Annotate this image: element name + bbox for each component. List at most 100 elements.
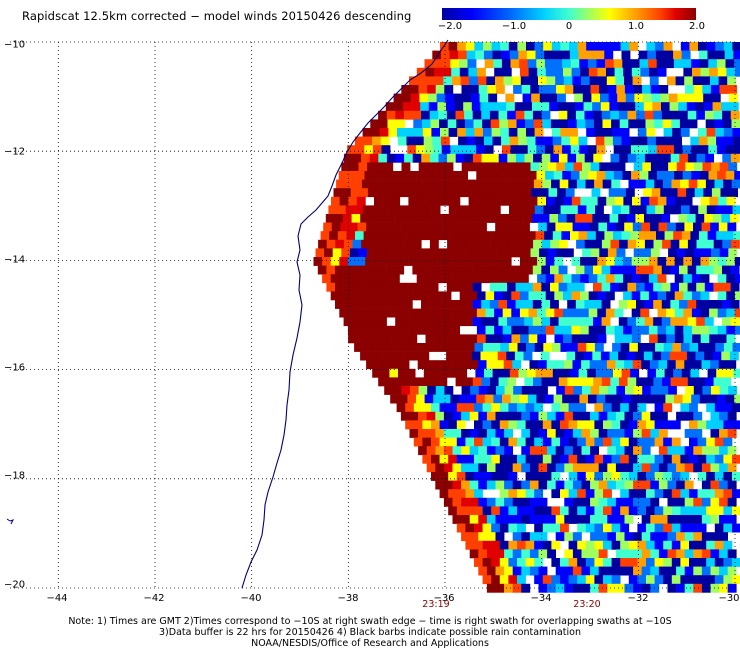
wind-cell	[419, 93, 429, 103]
wind-cell	[361, 153, 370, 163]
wind-cell	[687, 214, 696, 223]
wind-cell	[661, 265, 671, 275]
wind-cell	[438, 300, 448, 309]
wind-cell	[493, 171, 503, 180]
wind-cell	[689, 403, 698, 413]
wind-cell	[726, 291, 736, 301]
wind-cell	[517, 205, 527, 215]
wind-cell	[676, 497, 685, 507]
wind-cell	[502, 274, 512, 284]
wind-cell	[648, 257, 658, 266]
wind-cell	[735, 67, 740, 77]
wind-cell	[627, 317, 637, 327]
wind-cell	[636, 153, 646, 163]
wind-cell	[490, 153, 499, 163]
wind-cell	[508, 540, 518, 550]
wind-cell	[674, 334, 684, 344]
wind-cell	[533, 239, 542, 249]
wind-cell	[653, 239, 663, 249]
wind-cell	[422, 343, 432, 352]
wind-cell	[581, 549, 591, 559]
wind-cell	[529, 411, 539, 421]
wind-cell	[660, 188, 670, 198]
wind-cell	[672, 205, 682, 215]
wind-cell	[631, 274, 641, 284]
wind-cell	[414, 343, 424, 352]
wind-cell	[367, 188, 377, 198]
wind-cell	[719, 446, 728, 456]
wind-cell	[550, 300, 559, 309]
wind-cell	[478, 549, 488, 559]
wind-cell	[716, 136, 725, 146]
wind-cell	[410, 248, 419, 258]
wind-cell	[637, 128, 647, 137]
wind-cell	[451, 334, 461, 344]
wind-cell	[461, 162, 471, 172]
wind-cell	[658, 566, 668, 576]
wind-cell	[449, 368, 459, 378]
wind-cell	[456, 179, 466, 189]
wind-cell	[387, 119, 397, 129]
wind-cell	[499, 540, 509, 550]
wind-cell	[460, 222, 470, 232]
wind-cell	[542, 523, 552, 533]
wind-cell	[504, 411, 513, 421]
wind-cell	[486, 446, 496, 456]
wind-cell	[661, 214, 671, 223]
wind-cell	[577, 403, 587, 413]
wind-cell	[680, 179, 689, 189]
wind-cell	[391, 360, 401, 370]
wind-cell	[502, 67, 512, 77]
wind-cell	[572, 360, 582, 370]
wind-cell	[375, 248, 385, 258]
wind-cell	[413, 420, 423, 430]
wind-cell	[661, 282, 671, 292]
wind-cell	[545, 308, 555, 318]
wind-cell	[544, 145, 554, 155]
wind-cell	[396, 179, 406, 189]
wind-cell	[521, 411, 531, 421]
wind-cell	[480, 351, 490, 361]
wind-cell	[727, 583, 737, 593]
wind-cell	[343, 317, 353, 327]
wind-cell	[734, 291, 740, 301]
wind-cell	[534, 523, 544, 533]
wind-cell	[485, 257, 495, 266]
wind-cell	[693, 85, 703, 94]
wind-cell	[555, 76, 565, 86]
wind-cell	[673, 59, 683, 69]
wind-cell	[406, 368, 416, 378]
wind-cell	[590, 566, 599, 576]
wind-cell	[520, 67, 529, 77]
wind-cell	[384, 386, 394, 395]
wind-cell	[588, 257, 598, 266]
wind-cell	[603, 575, 612, 585]
wind-cell	[373, 291, 383, 301]
wind-cell	[512, 532, 522, 542]
wind-cell	[469, 429, 479, 438]
wind-cell	[710, 480, 720, 490]
wind-cell	[704, 102, 713, 112]
wind-cell	[626, 351, 636, 361]
wind-cell	[701, 360, 711, 370]
wind-cell	[392, 222, 401, 232]
wind-cell	[455, 300, 465, 309]
wind-cell	[446, 214, 456, 223]
wind-cell	[585, 119, 595, 129]
wind-cell	[482, 420, 492, 430]
wind-cell	[474, 540, 483, 550]
wind-cell	[617, 188, 627, 198]
wind-cell	[550, 282, 559, 292]
wind-cell	[624, 411, 634, 421]
wind-cell	[696, 317, 706, 327]
wind-cell	[463, 351, 473, 361]
wind-cell	[594, 558, 604, 567]
wind-cell	[594, 42, 604, 51]
wind-cell	[511, 196, 521, 206]
wind-cell	[593, 153, 603, 163]
wind-cell	[665, 145, 675, 155]
wind-cell	[544, 59, 554, 69]
wind-cell	[508, 343, 518, 352]
wind-cell	[503, 76, 513, 86]
